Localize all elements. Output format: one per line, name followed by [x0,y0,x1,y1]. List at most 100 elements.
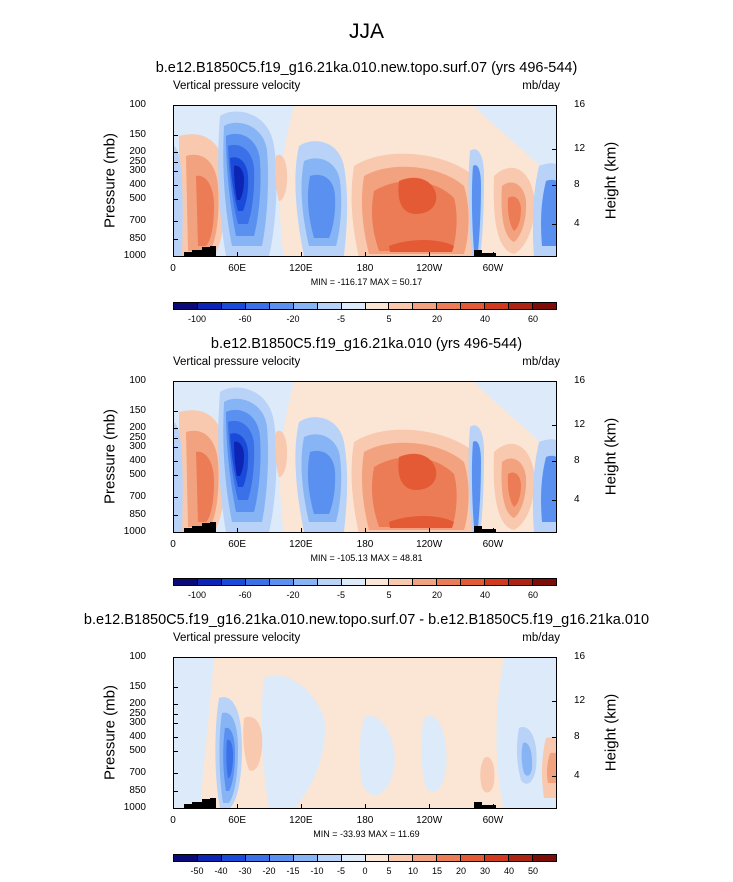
x-tick-mark [300,252,302,257]
topography-mask [202,247,210,256]
colorbar-swatch [509,855,534,861]
y-tick-mark [173,411,178,413]
y-tick-label-right: 12 [574,694,586,706]
subtitle-left: Vertical pressure velocity [173,356,301,368]
x-tick-mark [365,252,366,257]
y-tick-label: 1000 [123,526,146,537]
colorbar-swatch [437,579,462,585]
x-tick-mark [173,804,174,809]
y-tick-mark-right [552,776,557,778]
colorbar-label: 20 [431,314,443,324]
y-tick-mark [173,105,178,106]
y-tick-label: 700 [129,215,146,227]
contour-svg [174,106,556,256]
colorbar-swatch [461,303,486,309]
colorbar [173,854,557,862]
contour-region [507,472,521,507]
colorbar-label: -15 [286,866,300,876]
contour-svg [174,382,556,532]
colorbar-swatch [317,579,342,585]
contour-region [196,175,214,246]
y-tick-label-right: 8 [574,179,580,191]
y-tick-label-right: 16 [574,99,586,110]
colorbar-label: -10 [310,866,324,876]
y-axis-label-right: Height (km) [602,693,620,772]
colorbar-label: 20 [431,590,443,600]
colorbar-label: -20 [286,590,300,600]
x-tick-mark [237,528,239,533]
colorbar-swatch [197,579,222,585]
y-tick-mark [173,256,178,257]
colorbar-swatch [197,855,222,861]
colorbar-label: 5 [386,314,392,324]
x-tick-label: 120E [289,815,313,826]
y-tick-label: 400 [129,731,146,743]
y-tick-mark [173,151,178,153]
colorbar-label: -60 [238,314,252,324]
colorbar-swatch [389,855,414,861]
contour-region [398,177,437,214]
colorbar-label: 5 [386,590,392,600]
y-tick-mark-right [552,657,557,658]
y-tick-mark [173,198,178,200]
x-tick-mark [429,528,431,533]
colorbar-label: -20 [286,314,300,324]
colorbar-label: 30 [479,866,491,876]
y-tick-label: 250 [129,708,146,720]
colorbar-label: 60 [527,314,539,324]
colorbar-swatch [485,855,510,861]
topography-mask [210,246,216,256]
colorbar-swatch [509,303,534,309]
contour-region [421,716,447,792]
topography-mask [192,526,202,532]
y-tick-label: 150 [129,405,146,417]
contour-region [474,382,556,460]
y-tick-label: 700 [129,767,146,779]
y-tick-label: 300 [129,441,146,453]
x-tick-mark [492,528,494,533]
y-tick-label: 200 [129,145,146,157]
colorbar-swatch [365,303,390,309]
min-max-label: MIN = -116.17 MAX = 50.17 [310,277,423,287]
y-tick-label-right: 16 [574,375,586,386]
y-tick-label: 100 [129,375,146,386]
y-tick-label: 200 [129,697,146,709]
colorbar-swatch [413,855,438,861]
y-tick-label-right: 4 [574,218,580,230]
colorbar-swatch [197,303,222,309]
colorbar-label: 0 [362,866,368,876]
contour-region [275,430,288,477]
y-tick-label: 850 [129,509,146,521]
colorbar-swatch [461,579,486,585]
colorbar-swatch [293,579,318,585]
y-tick-mark [173,497,178,499]
colorbar-label: -100 [187,590,207,600]
y-tick-mark-right [552,224,557,226]
colorbar-swatch [269,303,294,309]
colorbar-swatch [341,579,366,585]
x-tick-label: 120E [289,539,313,550]
x-tick-label: 0 [170,263,176,274]
colorbar-label: -100 [187,314,207,324]
topography-mask [210,522,216,532]
colorbar-label: 15 [431,866,443,876]
colorbar-swatch [485,579,510,585]
colorbar-label: 40 [479,314,491,324]
chart-panel: b.e12.B1850C5.f19_g16.21ka.010.new.topo.… [0,60,733,330]
y-tick-label-right: 8 [574,731,580,743]
x-tick-mark [173,528,174,533]
colorbar-label: 10 [407,866,419,876]
y-tick-mark-right [552,461,557,463]
y-tick-label: 100 [129,99,146,110]
x-tick-mark [237,252,239,257]
topography-mask [202,799,210,808]
contour-region [196,451,214,522]
y-tick-mark [173,515,178,517]
colorbar-swatch [461,855,486,861]
contour-region [359,716,395,795]
subtitle-left: Vertical pressure velocity [173,80,301,92]
y-tick-mark-right [552,424,557,426]
contour-region [261,675,325,808]
colorbar-swatch [221,855,246,861]
colorbar-label: -5 [336,590,346,600]
